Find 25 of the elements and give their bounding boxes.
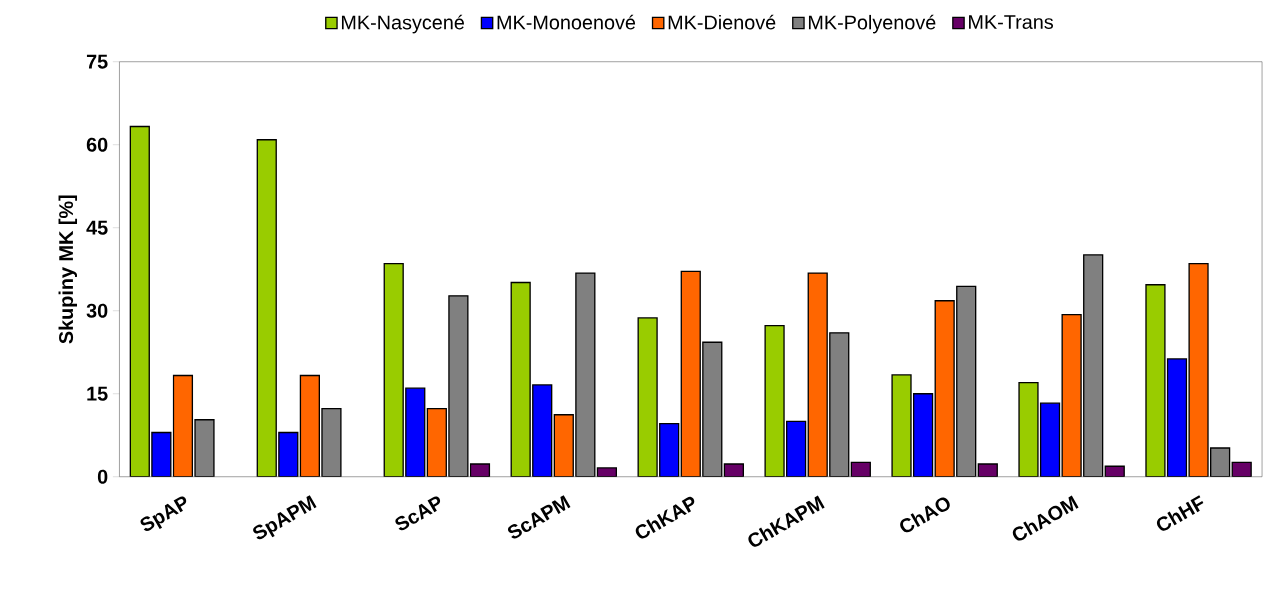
bar xyxy=(1039,402,1061,477)
legend-label: MK-Dienové xyxy=(668,14,776,30)
bar xyxy=(659,422,680,477)
y-axis-title: Skupiny MK [%] xyxy=(58,195,78,344)
bar xyxy=(1166,358,1188,477)
bar xyxy=(1083,254,1104,477)
bar xyxy=(532,384,553,477)
legend-label: MK-Trans xyxy=(969,15,1054,29)
bar xyxy=(129,125,150,477)
legend-label: MK-Monoenové xyxy=(497,14,636,30)
bar xyxy=(956,285,977,477)
y-tick-label: 75 xyxy=(86,54,108,69)
bar xyxy=(383,262,404,477)
bar xyxy=(405,387,426,477)
y-tick-label: 60 xyxy=(86,137,108,152)
y-tick-label: 0 xyxy=(97,469,108,484)
bar xyxy=(912,392,934,477)
y-tick-label: 30 xyxy=(86,303,108,318)
bar xyxy=(786,420,807,477)
y-tick-label: 15 xyxy=(87,386,108,401)
y-tick-label: 45 xyxy=(86,220,108,235)
legend-label: MK-Polyenové xyxy=(808,14,936,34)
bar xyxy=(256,138,277,477)
legend-label: MK-Nasycené xyxy=(341,14,464,34)
bar xyxy=(829,332,850,477)
